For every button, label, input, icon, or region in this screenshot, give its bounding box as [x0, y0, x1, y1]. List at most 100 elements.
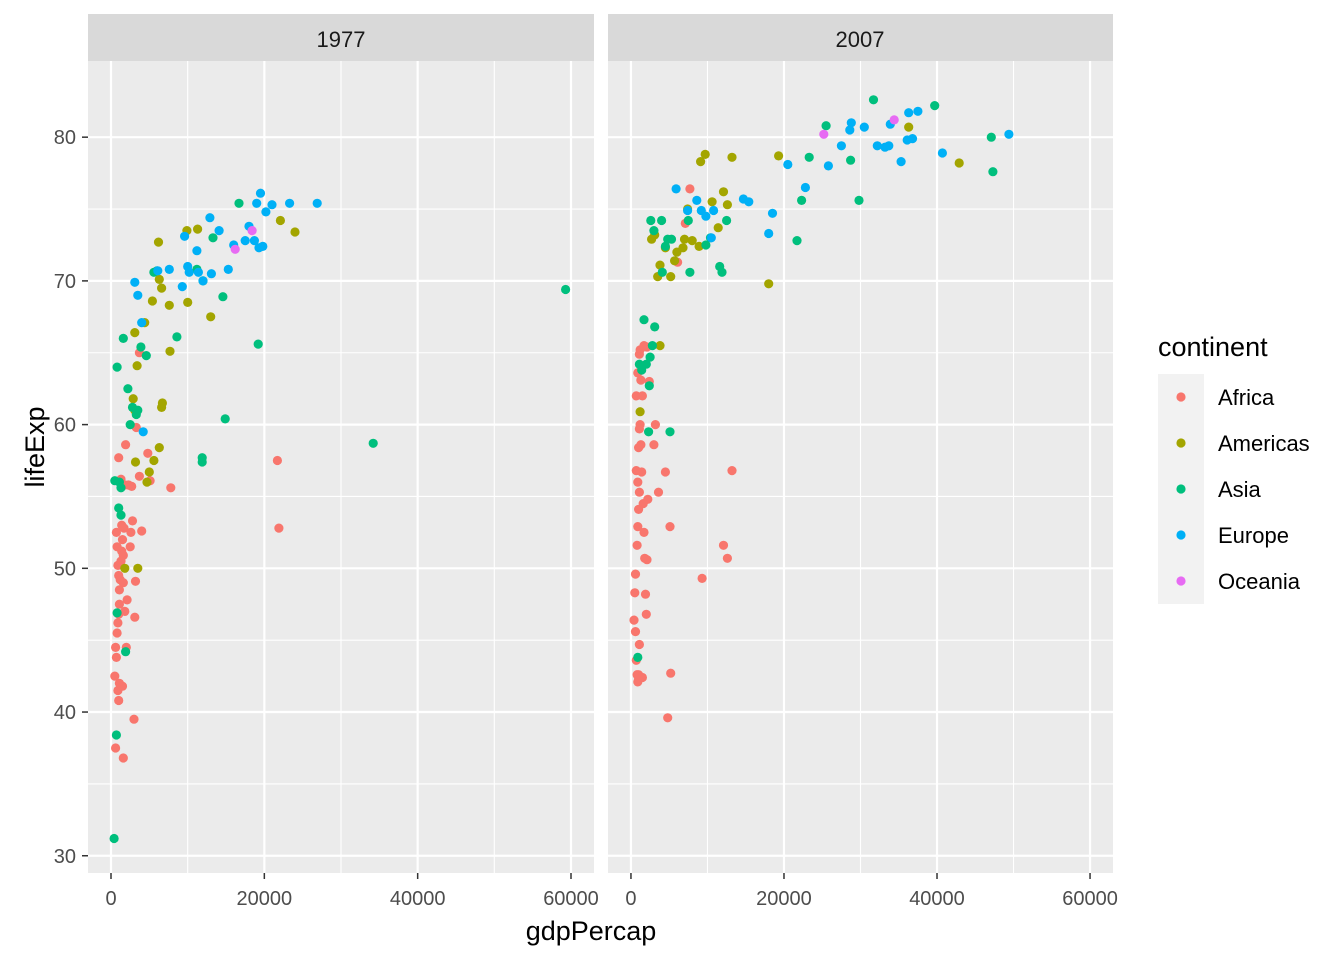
facet-strip-label-2007: 2007	[836, 27, 885, 52]
point-oceania	[230, 244, 240, 254]
point-americas	[718, 187, 729, 197]
point-americas	[635, 407, 645, 417]
point-africa	[663, 713, 673, 723]
point-europe	[164, 264, 174, 274]
point-africa	[634, 487, 645, 497]
point-americas	[678, 243, 688, 253]
point-americas	[130, 328, 140, 338]
legend-key-asia	[1176, 484, 1186, 494]
point-africa	[643, 494, 653, 504]
point-asia	[701, 240, 711, 250]
point-africa	[117, 520, 127, 530]
point-europe	[137, 318, 147, 328]
point-africa	[166, 483, 176, 493]
y-axis-title: lifeExp	[20, 406, 50, 487]
point-europe	[872, 141, 882, 151]
point-europe	[859, 122, 869, 132]
point-asia	[685, 267, 695, 277]
point-asia	[717, 267, 727, 277]
point-asia	[116, 510, 126, 520]
y-tick-label: 80	[54, 127, 76, 149]
point-africa	[114, 695, 124, 706]
point-americas	[904, 122, 914, 132]
point-asia	[792, 236, 802, 246]
point-europe	[706, 233, 716, 243]
point-asia	[111, 730, 121, 740]
point-africa	[130, 576, 141, 586]
point-asia	[136, 342, 146, 352]
point-americas	[164, 300, 174, 310]
y-tick-label: 50	[54, 558, 76, 580]
point-americas	[165, 346, 175, 356]
gridlines-1977	[88, 61, 594, 873]
point-europe	[184, 267, 194, 277]
x-axis: 0 20000 40000 60000 0 20000 40000 60000	[105, 873, 1118, 910]
y-tick-label: 60	[54, 415, 76, 437]
legend-key-americas	[1176, 438, 1186, 448]
point-africa	[113, 618, 123, 628]
legend-key-oceania	[1176, 576, 1186, 586]
point-africa	[727, 466, 737, 476]
point-asia	[118, 333, 128, 343]
point-oceania	[247, 226, 257, 236]
point-africa	[641, 609, 651, 619]
point-africa	[630, 588, 640, 598]
point-europe	[767, 208, 778, 218]
point-asia	[660, 241, 671, 251]
x-tick-label: 40000	[909, 888, 965, 910]
y-tick-label: 70	[54, 271, 76, 293]
point-asia	[133, 405, 143, 415]
point-asia	[112, 608, 122, 618]
point-africa	[125, 542, 135, 552]
point-americas	[655, 341, 665, 351]
point-africa	[650, 420, 661, 430]
point-europe	[240, 236, 250, 246]
point-asia	[114, 503, 124, 513]
point-americas	[142, 477, 152, 487]
x-tick-label: 0	[625, 888, 636, 910]
x-tick-label: 20000	[756, 888, 812, 910]
point-europe	[904, 108, 914, 118]
point-africa	[634, 639, 645, 650]
legend-items: Africa Americas Asia Europe Oceania	[1176, 385, 1310, 594]
facet-panel-2007: 2007	[608, 14, 1113, 873]
point-americas	[727, 152, 737, 162]
point-asia	[821, 121, 831, 131]
point-africa	[685, 184, 695, 194]
point-africa	[653, 487, 664, 497]
point-americas	[144, 467, 154, 477]
point-asia	[644, 427, 654, 437]
point-africa	[114, 585, 124, 595]
x-tick-label: 60000	[543, 888, 599, 910]
point-americas	[954, 158, 964, 168]
point-europe	[138, 427, 148, 437]
facet-panel-1977: 1977	[88, 14, 594, 873]
point-africa	[114, 570, 124, 581]
legend: continent Africa Americas Asia Europe Oceani…	[1158, 332, 1310, 604]
point-europe	[937, 148, 948, 158]
point-europe	[205, 213, 215, 223]
point-asia	[986, 132, 996, 142]
point-africa	[113, 560, 123, 571]
point-asia	[645, 352, 655, 362]
facet-strip-1977	[88, 14, 594, 61]
point-africa	[629, 615, 639, 625]
point-europe	[846, 118, 856, 128]
point-europe	[671, 184, 681, 194]
point-europe	[884, 141, 894, 151]
points-1977	[109, 188, 571, 844]
point-asia	[141, 351, 151, 361]
point-asia	[722, 215, 732, 226]
point-europe	[913, 106, 923, 116]
point-africa	[111, 527, 121, 538]
point-asia	[797, 195, 807, 205]
point-europe	[744, 197, 754, 207]
point-asia	[109, 833, 119, 844]
point-africa	[134, 471, 144, 481]
legend-label-africa: Africa	[1218, 385, 1275, 410]
point-europe	[312, 198, 322, 208]
point-oceania	[819, 129, 829, 139]
point-europe	[133, 290, 143, 300]
point-europe	[823, 161, 834, 171]
